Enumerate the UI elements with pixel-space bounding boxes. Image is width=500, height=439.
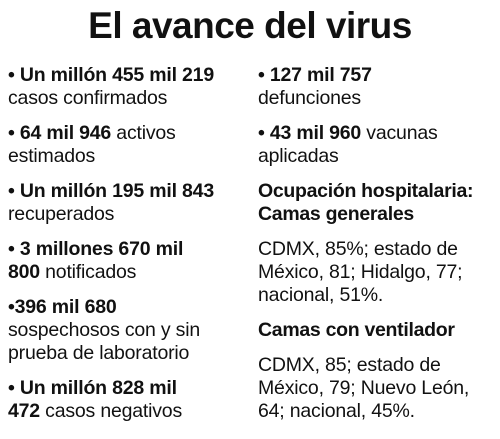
general-beds-text: CDMX, 85%; estado de México, 81; Hidalgo… <box>258 238 463 306</box>
ventilator-beds-text: CDMX, 85; estado de México, 79; Nuevo Le… <box>258 354 470 422</box>
stat-confirmed: • Un millón 455 mil 219 casos confirmado… <box>8 64 254 110</box>
stat-value: • 127 mil 757 <box>258 64 372 86</box>
stat-vaccines: • 43 mil 960 vacunas aplicadas <box>258 122 498 168</box>
stat-label: sospechosos con y sin prueba de laborato… <box>8 319 200 364</box>
stat-value: • Un millón 828 mil 472 <box>8 377 177 422</box>
stat-value: • 43 mil 960 <box>258 122 362 144</box>
stat-value: • 64 mil 946 <box>8 122 112 144</box>
stat-label: vacunas aplicadas <box>258 122 438 167</box>
stat-recovered: • Un millón 195 mil 843 recuperados <box>8 180 254 226</box>
stat-label: casos negativos <box>39 400 182 422</box>
stat-label: defunciones <box>258 87 361 109</box>
ventilator-beds-heading: Camas con ventilador <box>258 319 455 341</box>
hospital-occupancy-heading: Ocupación hospitalaria: Camas generales <box>258 180 474 225</box>
stat-active: • 64 mil 946 activos estimados <box>8 122 254 168</box>
stat-value: • Un millón 195 mil 843 <box>8 180 214 202</box>
stat-label: recuperados <box>8 203 115 225</box>
stat-suspected: •396 mil 680 sospechosos con y sin prueb… <box>8 296 254 365</box>
left-column: • Un millón 455 mil 219 casos confirmado… <box>8 64 254 435</box>
stat-label: casos confirmados <box>8 87 168 109</box>
stat-value: • 3 millones 670 mil 800 <box>8 238 184 283</box>
stat-label: activos estimados <box>8 122 176 167</box>
stat-value: • Un millón 455 mil 219 <box>8 64 214 86</box>
stat-value: •396 mil 680 <box>8 296 117 318</box>
stat-negative: • Un millón 828 mil 472 casos negativos <box>8 377 254 423</box>
right-column: • 127 mil 757 defunciones • 43 mil 960 v… <box>258 64 498 435</box>
stat-deaths: • 127 mil 757 defunciones <box>258 64 498 110</box>
stat-notified: • 3 millones 670 mil 800 notificados <box>8 238 254 284</box>
stat-label: notificados <box>39 261 137 283</box>
page-title: El avance del virus <box>88 5 412 46</box>
